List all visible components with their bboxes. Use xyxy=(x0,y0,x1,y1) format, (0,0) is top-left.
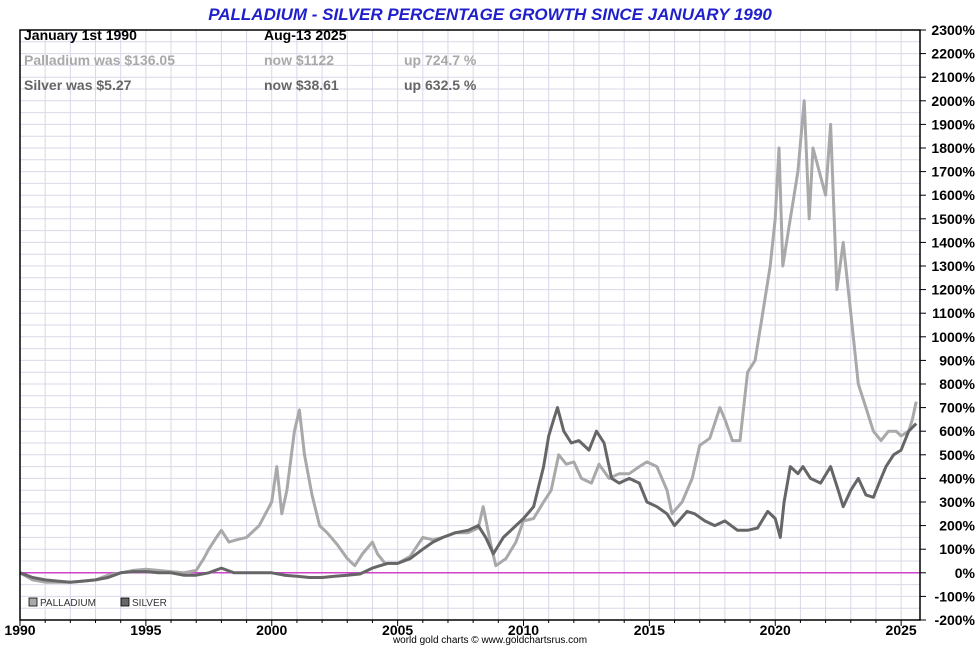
y-tick-label: 900% xyxy=(939,352,975,368)
y-tick-label: 400% xyxy=(939,470,975,486)
y-tick-label: 1200% xyxy=(931,282,975,298)
y-tick-label: 200% xyxy=(939,518,975,534)
x-tick-label: 2000 xyxy=(256,622,287,638)
palladium-growth: up 724.7 % xyxy=(404,52,477,68)
x-tick-label: 2005 xyxy=(382,622,413,638)
y-tick-label: 800% xyxy=(939,376,975,392)
y-tick-label: 1400% xyxy=(931,234,975,250)
x-tick-label: 1995 xyxy=(130,622,161,638)
y-tick-label: 100% xyxy=(939,541,975,557)
x-tick-label: 2020 xyxy=(760,622,791,638)
y-tick-label: 1700% xyxy=(931,164,975,180)
legend-label-palladium: PALLADIUM xyxy=(40,598,96,609)
y-tick-label: -100% xyxy=(935,588,976,604)
series-line-palladium xyxy=(19,99,918,584)
start-date-label: January 1st 1990 xyxy=(24,27,137,43)
palladium-current-price: now $1122 xyxy=(264,52,334,68)
legend-swatch-palladium xyxy=(28,597,38,607)
y-tick-label: 300% xyxy=(939,494,975,510)
grid xyxy=(19,29,920,621)
chart-title: PALLADIUM - SILVER PERCENTAGE GROWTH SIN… xyxy=(208,5,772,24)
x-tick-label: 2010 xyxy=(508,622,539,638)
legend: PALLADIUM SILVER xyxy=(28,597,167,609)
y-tick-label: 1900% xyxy=(931,116,975,132)
y-tick-label: 2100% xyxy=(931,69,975,85)
y-tick-label: 1500% xyxy=(931,211,975,227)
legend-swatch-silver xyxy=(120,597,130,607)
silver-growth: up 632.5 % xyxy=(404,77,477,93)
price-info-box: January 1st 1990 Aug-13 2025 Palladium w… xyxy=(24,27,477,93)
silver-start-price: Silver was $5.27 xyxy=(24,77,132,93)
legend-label-silver: SILVER xyxy=(132,598,167,609)
series-layer xyxy=(19,99,918,584)
x-tick-label: 1990 xyxy=(4,622,35,638)
end-date-label: Aug-13 2025 xyxy=(264,27,347,43)
y-tick-label: 700% xyxy=(939,400,975,416)
y-tick-label: 0% xyxy=(955,565,976,581)
silver-current-price: now $38.61 xyxy=(264,77,339,93)
y-tick-label: 1300% xyxy=(931,258,975,274)
y-tick-label: 500% xyxy=(939,447,975,463)
y-tick-label: 600% xyxy=(939,423,975,439)
y-tick-label: 2000% xyxy=(931,93,975,109)
y-tick-label: 1800% xyxy=(931,140,975,156)
palladium-start-price: Palladium was $136.05 xyxy=(24,52,175,68)
x-axis-ticks: 1990 1995 2000 2005 2010 2015 2020 2025 xyxy=(4,620,917,638)
x-tick-label: 2015 xyxy=(634,622,665,638)
y-tick-label: 1000% xyxy=(931,329,975,345)
credit-text: world gold charts © www.goldchartsrus.co… xyxy=(392,635,587,646)
x-tick-label: 2025 xyxy=(886,622,917,638)
y-tick-label: 1600% xyxy=(931,187,975,203)
y-tick-label: -200% xyxy=(935,612,976,628)
y-tick-label: 2300% xyxy=(931,22,975,38)
plot-frame xyxy=(19,29,921,621)
y-tick-label: 1100% xyxy=(932,305,975,321)
series-line-silver xyxy=(19,406,918,584)
y-tick-label: 2200% xyxy=(931,46,975,62)
y-axis-ticks: 2300% 2200% 2100% 2000% 1900% 1800% 1700% 1600%… xyxy=(920,22,976,628)
